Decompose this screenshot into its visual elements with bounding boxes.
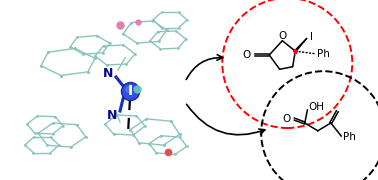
Text: Ph: Ph — [317, 49, 330, 59]
Text: O: O — [282, 114, 290, 124]
Text: N: N — [103, 66, 113, 80]
Text: N: N — [107, 109, 117, 122]
Text: I: I — [127, 84, 133, 98]
Text: Ph: Ph — [343, 132, 356, 142]
Text: O: O — [278, 30, 287, 40]
Text: I: I — [310, 32, 313, 42]
Polygon shape — [295, 38, 307, 52]
Text: OH: OH — [309, 102, 325, 112]
Text: O: O — [243, 50, 251, 60]
